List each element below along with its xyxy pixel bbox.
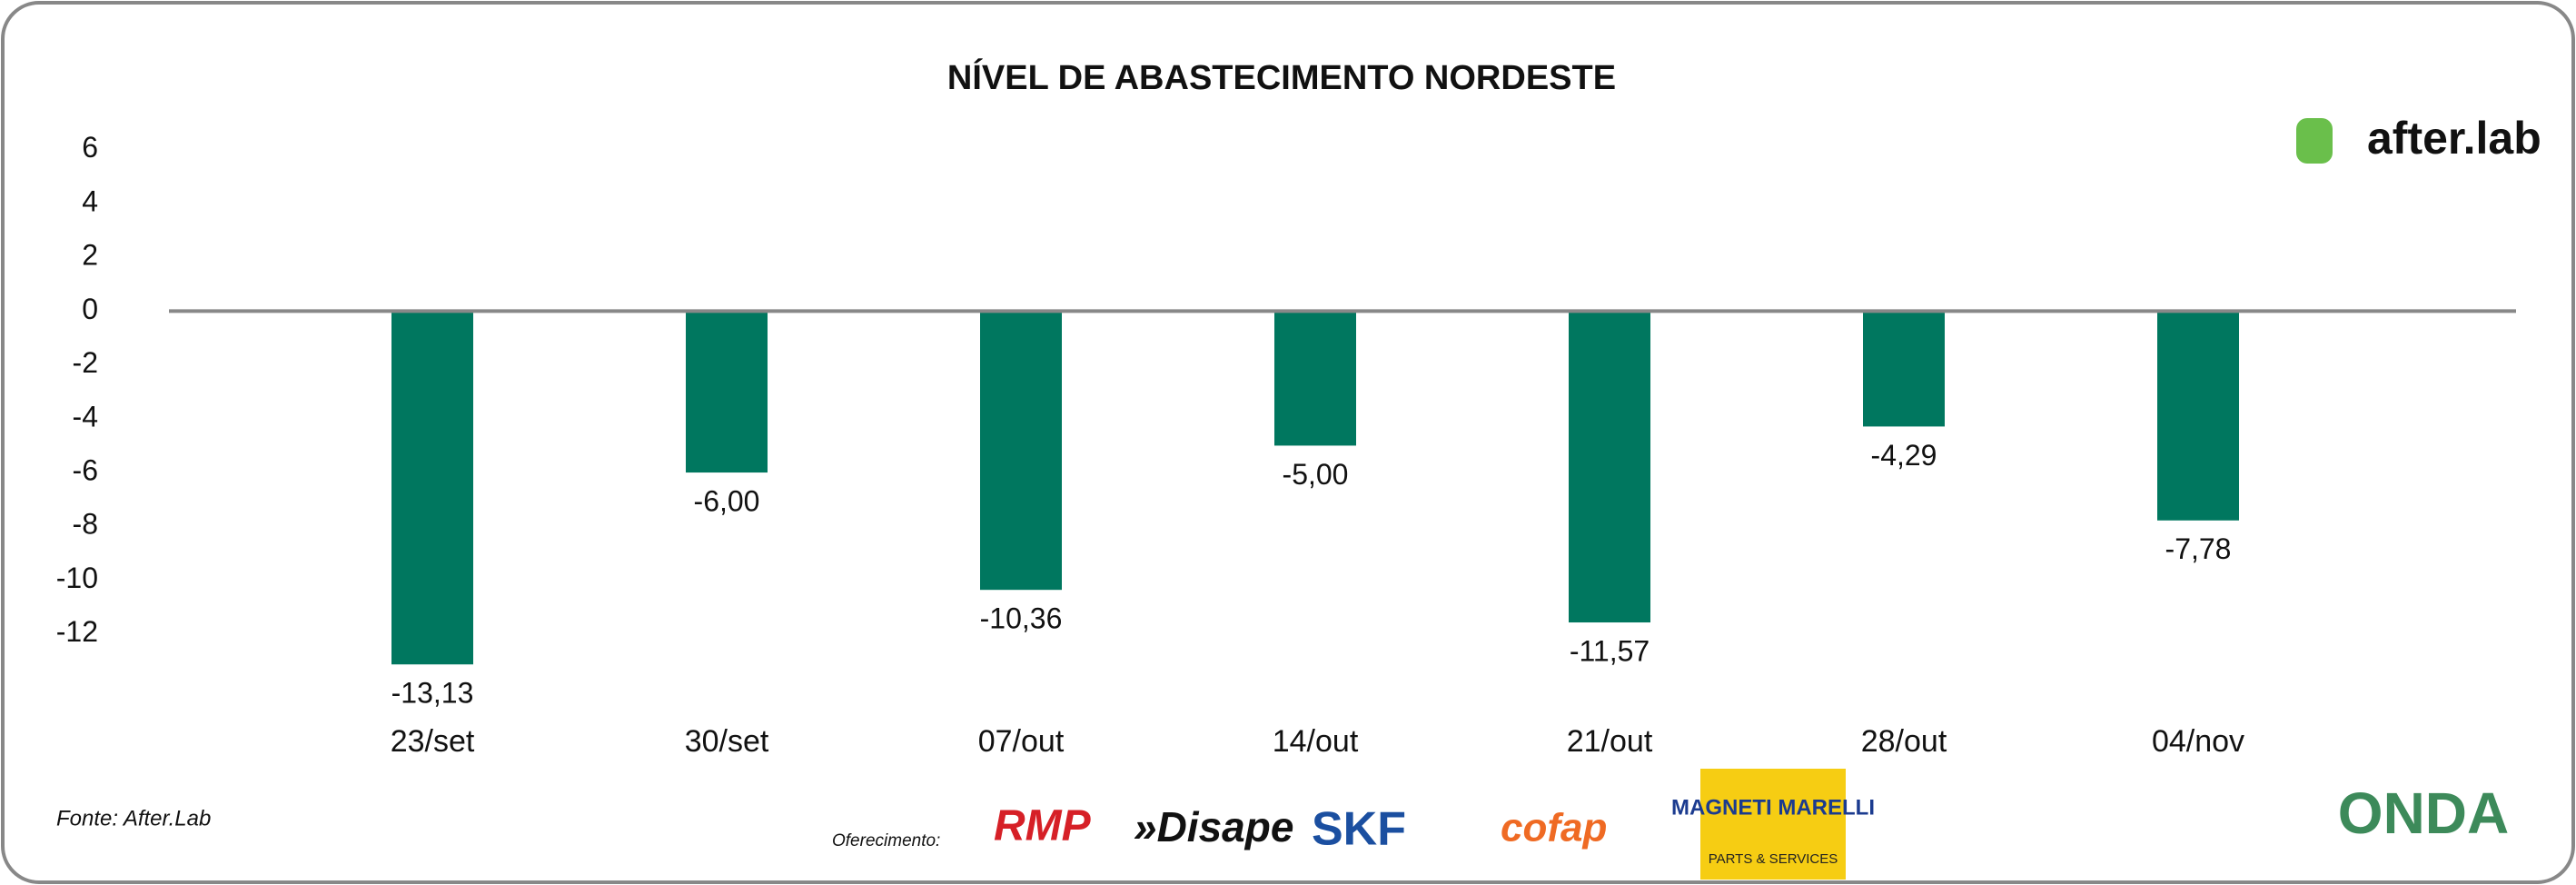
chart-title: NÍVEL DE ABASTECIMENTO NORDESTE	[947, 57, 1616, 97]
value-label: -4,29	[1871, 439, 1937, 472]
value-label: -5,00	[1283, 458, 1349, 491]
bar	[1569, 311, 1650, 623]
y-tick-label: 6	[82, 131, 98, 164]
sponsor-logo: PARTS & SERVICES	[1709, 851, 1838, 867]
sponsor-logo: MAGNETI MARELLI	[1671, 795, 1875, 820]
sponsor-box	[1700, 769, 1846, 880]
y-tick-label: -8	[73, 508, 98, 541]
value-label: -11,57	[1570, 634, 1650, 667]
x-tick-label: 30/set	[685, 724, 769, 759]
partner-logo: ONDA	[2338, 781, 2509, 846]
value-label: -10,36	[980, 602, 1063, 635]
y-tick-label: 4	[82, 184, 98, 217]
x-tick-label: 04/nov	[2152, 724, 2244, 759]
value-label: -6,00	[694, 485, 760, 518]
brand-icon	[2296, 118, 2333, 164]
value-label: -7,78	[2165, 532, 2232, 565]
value-label: -13,13	[391, 677, 474, 710]
y-tick-label: -4	[73, 400, 98, 433]
y-tick-label: -10	[56, 562, 98, 594]
x-tick-label: 28/out	[1861, 724, 1947, 759]
brand: after.lab	[2367, 113, 2541, 164]
x-tick-label: 23/set	[391, 724, 475, 759]
sponsors-label: Oferecimento:	[832, 831, 940, 850]
sponsor-logo: SKF	[1312, 803, 1406, 856]
bar	[1274, 311, 1356, 446]
bar	[1863, 311, 1945, 427]
sponsor-logo: »Disape	[1134, 803, 1293, 850]
x-tick-label: 21/out	[1567, 724, 1653, 759]
bar	[2157, 311, 2239, 521]
y-tick-label: -6	[73, 454, 98, 487]
x-tick-label: 07/out	[978, 724, 1065, 759]
source: Fonte: After.Lab	[56, 806, 211, 830]
sponsor-logo: RMP	[994, 802, 1092, 850]
y-tick-label: 2	[82, 239, 98, 272]
bar	[980, 311, 1062, 591]
sponsor-logo: cofap	[1501, 806, 1607, 850]
y-tick-label: -12	[56, 615, 98, 648]
bar	[391, 311, 473, 665]
bar	[686, 311, 768, 473]
y-tick-label: -2	[73, 346, 98, 379]
y-tick-label: 0	[82, 293, 98, 325]
x-tick-label: 14/out	[1273, 724, 1359, 759]
